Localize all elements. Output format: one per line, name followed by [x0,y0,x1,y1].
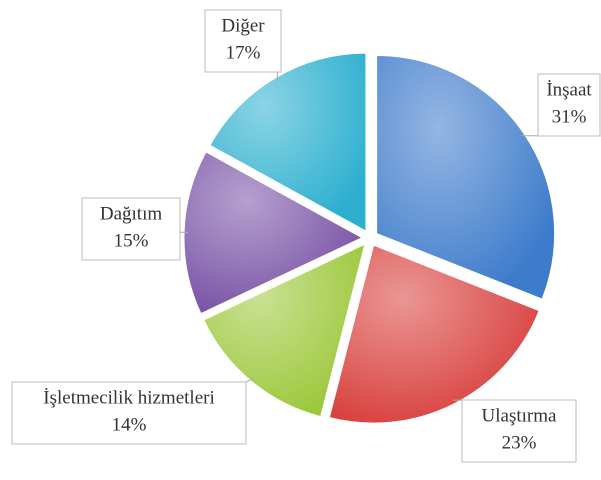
label-box [81,197,181,261]
label-box [461,399,577,463]
label-box [11,381,247,445]
label-box [204,9,282,73]
category-label: Diğer [221,15,265,36]
label-box [537,73,601,137]
slice-shine [203,244,365,417]
category-label: Dağıtım [100,203,162,224]
value-label: 14% [112,414,147,435]
category-label: İşletmecilik hizmetleri [43,387,214,408]
value-label: 31% [552,106,587,127]
slice-shine [184,151,363,314]
slice-shine [209,53,366,232]
leader-line [245,377,255,383]
value-label: 15% [114,230,149,251]
value-label: 23% [502,432,537,453]
value-label: 17% [226,42,261,63]
category-label: Ulaştırma [482,405,557,426]
category-label: İnşaat [546,79,592,100]
slice-shine [329,245,540,424]
slice-shine [376,55,555,300]
